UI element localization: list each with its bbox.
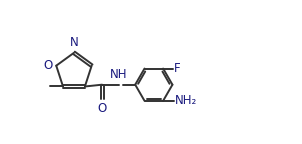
Text: NH: NH	[110, 68, 128, 81]
Text: F: F	[174, 62, 181, 75]
Text: N: N	[69, 36, 78, 49]
Text: NH₂: NH₂	[175, 94, 198, 107]
Text: O: O	[43, 59, 53, 72]
Text: O: O	[98, 102, 107, 115]
